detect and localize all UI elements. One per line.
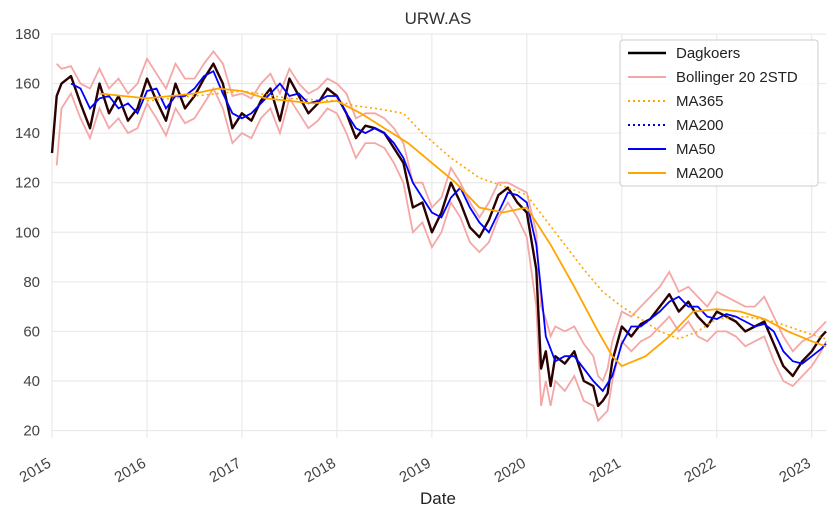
- grid: [51, 33, 826, 438]
- series-ma50: [70, 69, 827, 393]
- y-tick-label: 100: [15, 224, 40, 241]
- y-tick-label: 160: [15, 76, 40, 93]
- legend-box: [619, 39, 819, 187]
- series-bollinger-upper: [56, 49, 827, 383]
- x-tick-label: 2018: [302, 455, 339, 486]
- x-axis-label: Date: [420, 489, 456, 508]
- legend-label: MA365: [676, 93, 724, 110]
- y-tick-label: 40: [23, 373, 40, 390]
- x-tick-label: 2017: [207, 455, 244, 486]
- x-tick-label: 2021: [586, 455, 623, 486]
- legend-label: Bollinger 20 2STD: [676, 69, 798, 86]
- legend-label: MA200: [676, 117, 724, 134]
- series-ma200: [99, 87, 827, 368]
- legend-label: MA200: [676, 165, 724, 182]
- y-tick-label: 60: [23, 323, 40, 340]
- y-tick-label: 140: [15, 125, 40, 142]
- x-tick-label: 2022: [681, 455, 718, 486]
- x-tick-label: 2015: [17, 455, 54, 486]
- legend-label: Dagkoers: [676, 45, 740, 62]
- series-layer: [50, 49, 827, 423]
- legend-label: MA50: [676, 141, 715, 158]
- y-tick-label: 120: [15, 175, 40, 192]
- series-bollinger-lower: [55, 86, 827, 423]
- y-tick-label: 80: [23, 274, 40, 291]
- legend: Dagkoers Bollinger 20 2STD MA365 MA200 MA50 M…: [619, 39, 819, 187]
- y-axis: 20 40 60 80 100 120 140 160 180: [15, 26, 40, 440]
- x-axis: 2015 2016 2017 2018 2019 2020 2021 2022 2023: [17, 455, 814, 486]
- y-tick-label: 180: [15, 26, 40, 43]
- x-tick-label: 2016: [112, 455, 149, 486]
- y-tick-label: 20: [23, 423, 40, 440]
- series-ma365: [146, 90, 827, 340]
- x-tick-label: 2020: [491, 455, 528, 486]
- x-tick-label: 2023: [776, 455, 813, 486]
- x-tick-label: 2019: [396, 455, 433, 486]
- chart-title: URW.AS: [405, 9, 472, 28]
